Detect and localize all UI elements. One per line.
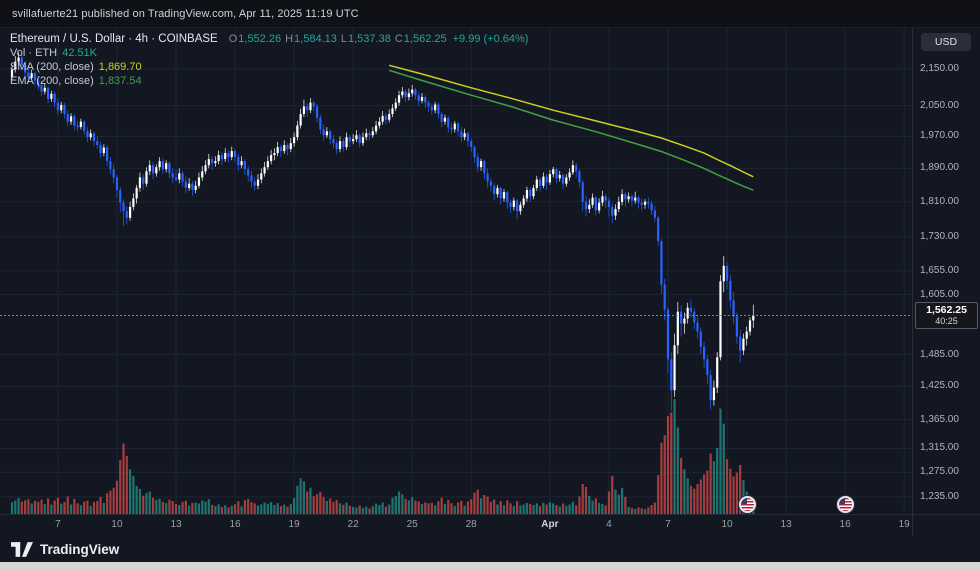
time-axis-label: 10 — [721, 519, 733, 530]
published-info-bar: svillafuerte21 published on TradingView.… — [0, 0, 980, 28]
volume-series — [10, 399, 755, 514]
last-price-badge[interactable]: 1,562.25 40:25 — [915, 302, 978, 330]
grid — [0, 28, 912, 514]
tradingview-brand-name[interactable]: TradingView — [40, 541, 120, 557]
currency-toggle-button[interactable]: USD — [921, 33, 971, 51]
economic-event-us-flag[interactable] — [837, 496, 855, 513]
time-axis-label: 28 — [465, 519, 477, 530]
time-axis-label: 4 — [606, 519, 612, 530]
footer-bar: TradingView — [0, 536, 980, 562]
price-axis-label: 1,235.00 — [920, 490, 959, 502]
time-axis-label: 7 — [665, 519, 671, 530]
price-axis[interactable]: USD 2,150.00 2,050.00 1,970.00 1,890.00 1,81… — [912, 28, 980, 536]
price-axis-label: 1,730.00 — [920, 230, 959, 242]
price-axis-label: 1,365.00 — [920, 413, 959, 425]
time-axis-separator — [0, 514, 980, 515]
time-axis[interactable]: 7 10 13 16 19 22 25 28 Apr 4 7 10 13 16 19 — [0, 515, 980, 536]
time-axis-label: 25 — [406, 519, 418, 530]
price-axis-label: 1,485.00 — [920, 348, 959, 360]
published-info-text: svillafuerte21 published on TradingView.… — [12, 7, 359, 20]
price-axis-label: 1,275.00 — [920, 466, 959, 478]
window-bottom-strip — [0, 562, 980, 569]
sma-line — [389, 64, 754, 178]
time-axis-label: 16 — [229, 519, 241, 530]
time-axis-label: 13 — [780, 519, 792, 530]
bar-countdown: 40:25 — [935, 316, 958, 327]
time-axis-label: 16 — [839, 519, 851, 530]
time-axis-label: 13 — [170, 519, 182, 530]
time-axis-label: 7 — [55, 519, 61, 530]
price-axis-label: 1,655.00 — [920, 264, 959, 276]
economic-event-us-flag[interactable] — [738, 496, 756, 513]
time-axis-label: 19 — [288, 519, 300, 530]
tradingview-logo-icon[interactable] — [11, 541, 33, 557]
price-axis-label: 1,315.00 — [920, 442, 959, 454]
chart-pane[interactable]: Ethereum / U.S. Dollar · 4h · COINBASE O1… — [0, 28, 912, 514]
candles-series — [10, 52, 755, 411]
time-axis-label: 19 — [898, 519, 910, 530]
price-axis-label: 2,150.00 — [920, 62, 959, 74]
price-axis-label: 2,050.00 — [920, 99, 959, 111]
price-axis-label: 1,890.00 — [920, 162, 959, 174]
price-axis-label: 1,605.00 — [920, 288, 959, 300]
last-price-value: 1,562.25 — [926, 304, 967, 317]
candlestick-chart[interactable] — [0, 28, 912, 514]
time-axis-label: 22 — [347, 519, 359, 530]
ema-line — [388, 69, 754, 191]
price-axis-label: 1,970.00 — [920, 130, 959, 142]
time-axis-label: 10 — [111, 519, 123, 530]
time-axis-label: Apr — [541, 519, 559, 530]
price-axis-label: 1,810.00 — [920, 195, 959, 207]
price-axis-label: 1,425.00 — [920, 380, 959, 392]
